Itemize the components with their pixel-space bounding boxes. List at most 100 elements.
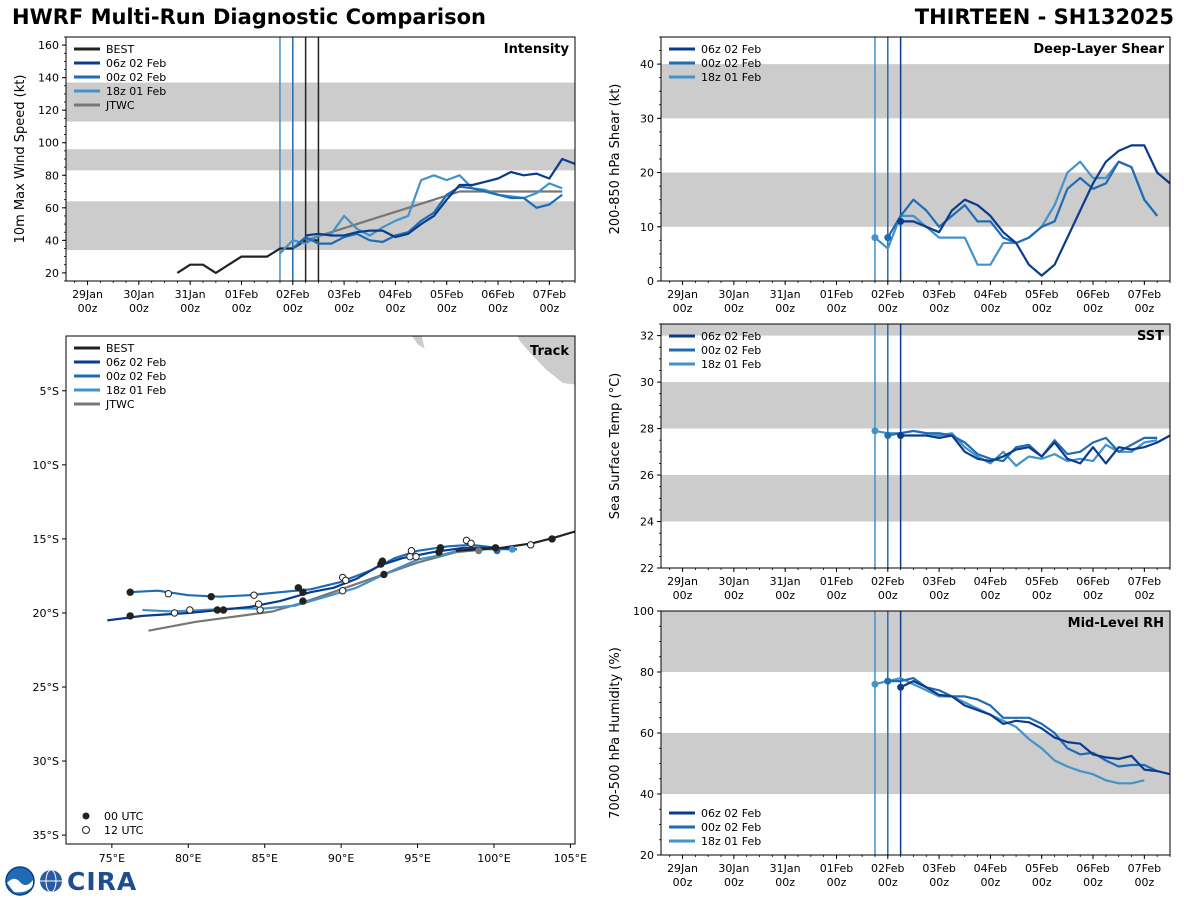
plot-frame <box>660 36 1171 282</box>
series-start-marker-run18z <box>871 234 879 242</box>
y-tick-label: 40 <box>640 788 654 801</box>
series-line-jtwc <box>305 190 563 242</box>
noaa-emblem-icon <box>5 866 35 896</box>
y-tick-label: 80 <box>45 169 59 182</box>
threshold-band <box>66 149 575 171</box>
track-marker-00utc <box>207 592 215 601</box>
x-tick-label-hour: 00z <box>437 302 457 315</box>
series-start-marker-run06z <box>897 432 905 440</box>
x-tick-label-date: 02Feb <box>871 862 904 875</box>
x-tick-label-date: 29Jan <box>72 288 103 301</box>
track-marker-00utc <box>294 584 303 592</box>
x-tick-label-date: 03Feb <box>922 288 955 301</box>
x-tick-label-date: 02Feb <box>871 288 904 301</box>
x-tick-label-date: 31Jan <box>770 862 801 875</box>
lon-tick-label: 75°E <box>99 852 125 865</box>
track-end-marker-jtwc <box>475 547 483 555</box>
panel-title: Mid-Level RH <box>1068 616 1164 631</box>
x-tick-label-hour: 00z <box>180 302 200 315</box>
series-line-run00z <box>887 676 1158 773</box>
x-tick-label-hour: 00z <box>1083 876 1103 889</box>
x-tick-label-hour: 00z <box>673 876 693 889</box>
legend-label-run06z: 06z 02 Feb <box>701 43 761 56</box>
panel-title: Intensity <box>504 42 570 57</box>
track-line-run06z <box>107 546 517 622</box>
legend-label-00utc: 00 UTC <box>104 810 144 823</box>
legend-label-best: BEST <box>106 342 134 355</box>
y-tick-label: 20 <box>640 167 654 180</box>
series-line-run06z <box>305 157 576 239</box>
legend-label-jtwc: JTWC <box>105 99 135 112</box>
x-tick-label-date: 30Jan <box>718 862 749 875</box>
series-start-marker-run18z <box>871 427 879 435</box>
track-marker-00utc <box>299 588 307 596</box>
x-tick-label-date: 29Jan <box>667 288 698 301</box>
x-tick-label-hour: 00z <box>673 589 693 602</box>
y-tick-label: 100 <box>38 137 59 150</box>
legend-label-run18z: 18z 01 Feb <box>701 835 761 848</box>
x-tick-label-date: 31Jan <box>175 288 206 301</box>
series-line-run06z <box>900 434 1171 465</box>
track-line-best <box>455 530 576 552</box>
track-marker-12utc <box>250 591 258 599</box>
panel-intensity: 2040608010012014016029Jan00z30Jan00z31Ja… <box>13 36 576 315</box>
track-end-marker-run18z <box>508 545 516 553</box>
track-marker-12utc <box>342 576 350 585</box>
x-tick-label-hour: 00z <box>1134 876 1154 889</box>
y-tick-label: 20 <box>640 849 654 862</box>
lat-tick-label: 35°S <box>33 829 59 842</box>
x-tick-label-date: 07Feb <box>533 288 566 301</box>
threshold-band <box>66 201 575 251</box>
track-marker-00utc <box>126 612 134 620</box>
track-marker-00utc <box>548 535 556 543</box>
x-tick-label-date: 01Feb <box>225 288 258 301</box>
plot-frame <box>65 36 576 282</box>
y-tick-label: 140 <box>38 72 59 85</box>
legend-label-run00z: 00z 02 Feb <box>106 71 166 84</box>
panel-sst: 22242628303229Jan00z30Jan00z31Jan00z01Fe… <box>608 323 1171 602</box>
legend-label-jtwc: JTWC <box>105 398 135 411</box>
y-tick-label: 60 <box>45 202 59 215</box>
series-start-marker-run00z <box>884 432 892 440</box>
y-tick-label: 40 <box>45 234 59 247</box>
land-mass <box>410 335 426 351</box>
x-tick-label-date: 30Jan <box>123 288 154 301</box>
series-start-marker-run06z <box>897 217 905 225</box>
x-tick-label-date: 31Jan <box>770 288 801 301</box>
legend-label-best: BEST <box>106 43 134 56</box>
y-tick-label: 160 <box>38 39 59 52</box>
x-tick-label-date: 30Jan <box>718 288 749 301</box>
x-tick-label-hour: 00z <box>878 876 898 889</box>
x-tick-label-hour: 00z <box>878 589 898 602</box>
threshold-band <box>661 475 1170 522</box>
panel-title: SST <box>1137 329 1164 344</box>
x-tick-label-hour: 00z <box>1083 302 1103 315</box>
x-tick-label-date: 01Feb <box>820 575 853 588</box>
y-tick-label: 80 <box>640 666 654 679</box>
x-tick-label-hour: 00z <box>981 302 1001 315</box>
y-tick-label: 22 <box>640 562 654 575</box>
x-tick-label-hour: 00z <box>981 589 1001 602</box>
lon-tick-label: 85°E <box>251 852 277 865</box>
legend-label-run00z: 00z 02 Feb <box>106 370 166 383</box>
y-tick-label: 0 <box>647 275 654 288</box>
series-line-run06z <box>900 144 1171 277</box>
x-tick-label-hour: 00z <box>1134 302 1154 315</box>
x-tick-label-date: 03Feb <box>922 575 955 588</box>
lon-tick-label: 80°E <box>175 852 201 865</box>
panel-rh: 2040608010029Jan00z30Jan00z31Jan00z01Feb… <box>608 605 1171 889</box>
track-marker-12utc <box>407 547 416 555</box>
y-axis-label: 700-500 hPa Humidity (%) <box>608 647 623 819</box>
x-tick-label-date: 06Feb <box>1076 575 1109 588</box>
x-tick-label-hour: 00z <box>724 302 744 315</box>
x-tick-label-hour: 00z <box>724 589 744 602</box>
panel-title: Track <box>530 344 569 359</box>
x-tick-label-date: 01Feb <box>820 288 853 301</box>
y-tick-label: 10 <box>640 221 654 234</box>
x-tick-label-date: 05Feb <box>1025 575 1058 588</box>
x-tick-label-date: 04Feb <box>974 288 1007 301</box>
lat-tick-label: 25°S <box>33 681 59 694</box>
x-tick-label-date: 05Feb <box>430 288 463 301</box>
x-tick-label-date: 29Jan <box>667 575 698 588</box>
